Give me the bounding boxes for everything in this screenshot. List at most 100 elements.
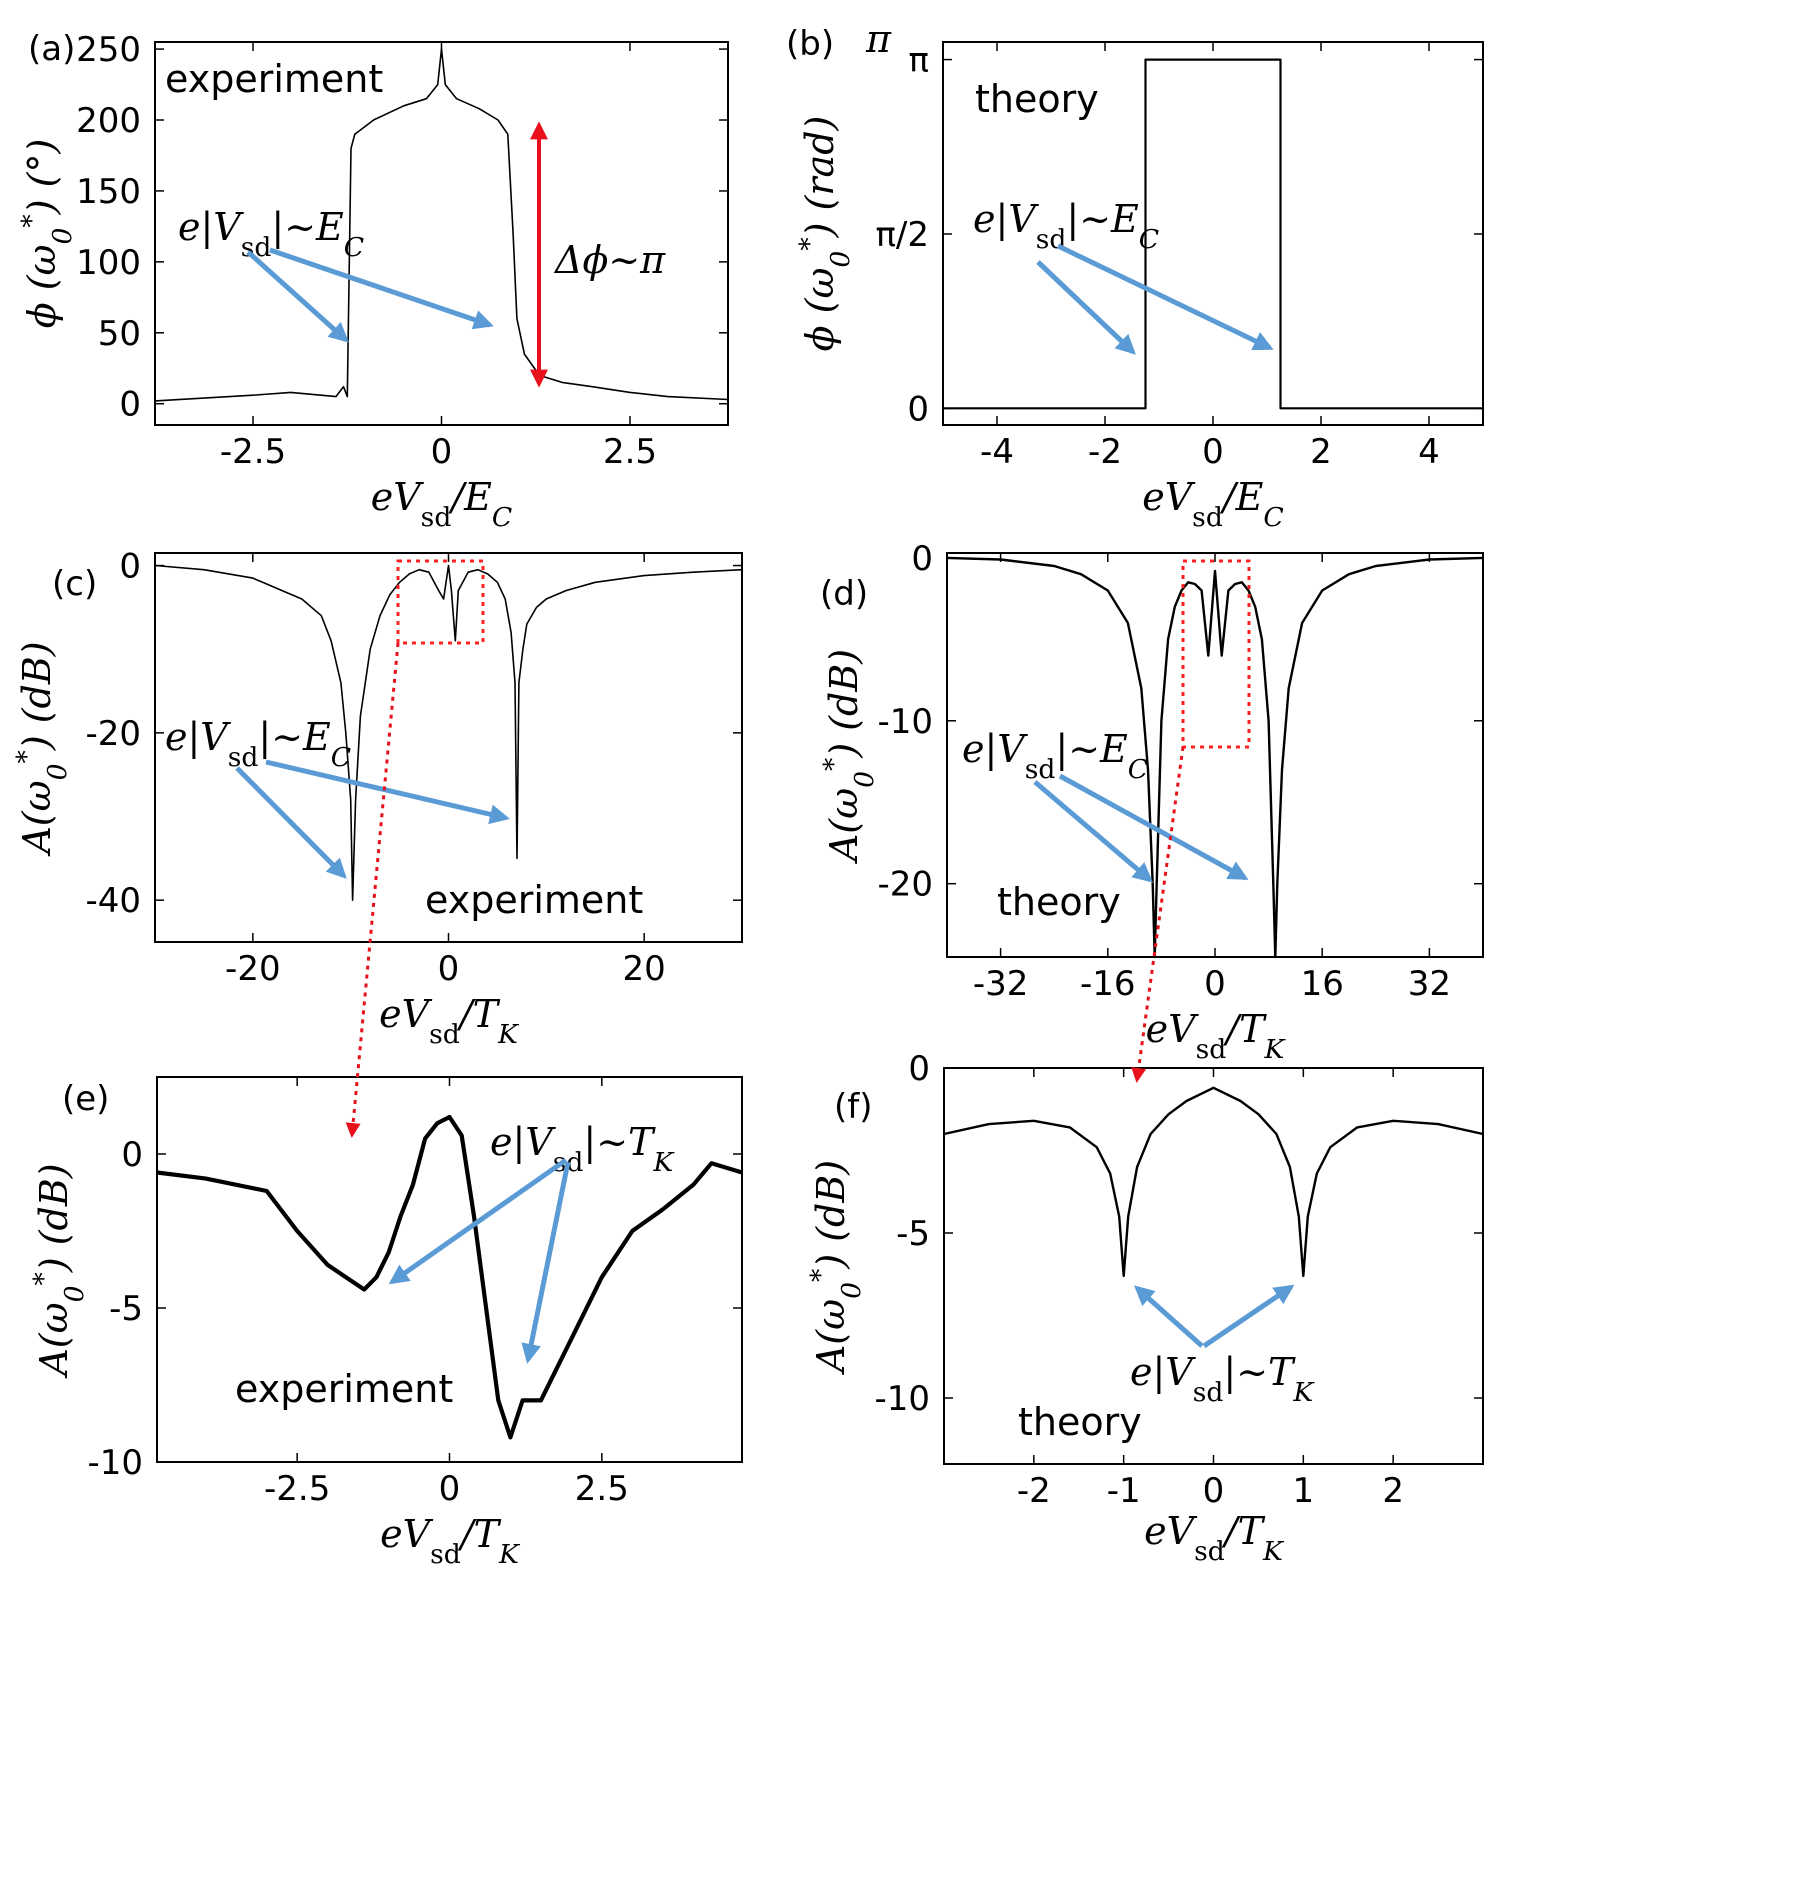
- y-axis-label: A(ω0*) (dB): [805, 1160, 867, 1375]
- series-line: [943, 58, 1483, 410]
- x-tick-label: 0: [439, 1469, 461, 1509]
- callout-label-d: e|Vsd|~EC: [962, 727, 1148, 785]
- y-tick-label: -40: [85, 881, 141, 921]
- x-axis-label: eVsd/TK: [379, 992, 520, 1050]
- x-tick-label: 1: [1293, 1471, 1315, 1511]
- panel-label: (e): [62, 1079, 109, 1119]
- x-tick-label: -2: [1017, 1471, 1051, 1511]
- x-axis-label: eVsd/EC: [371, 475, 513, 533]
- y-tick-label: 50: [98, 314, 141, 354]
- y-tick-label: 200: [76, 101, 141, 141]
- y-tick-label: 0: [908, 1049, 930, 1089]
- panel-e: -2.5 0 2.5 0 -5 -10 (e) experiment eVsd/TK A(ω0*)…: [28, 1076, 743, 1570]
- x-tick-label: -2: [1088, 432, 1122, 472]
- x-tick-label: 2: [1382, 1471, 1404, 1511]
- y-tick-label: 250: [76, 30, 141, 70]
- callout-label-f: e|Vsd|~TK: [1130, 1350, 1315, 1408]
- y-tick-label: 100: [76, 243, 141, 283]
- panel-d: -32 -16 0 16 32 0 -10 -20 (d) theory eVsd/TK A(ω0*)…: [818, 539, 1484, 1065]
- x-tick-label: 0: [438, 949, 460, 989]
- x-tick-label: 4: [1418, 432, 1440, 472]
- x-tick-label: -2.5: [264, 1469, 330, 1509]
- callout-arrow: [1036, 260, 1136, 355]
- x-axis-label: eVsd/TK: [1146, 1007, 1287, 1065]
- panel-label: (a): [28, 29, 75, 69]
- callout-label-e: e|Vsd|~TK: [490, 1120, 675, 1178]
- panel-label: (d): [820, 574, 868, 614]
- x-tick-label: 20: [623, 949, 666, 989]
- x-tick-label: -32: [973, 964, 1029, 1004]
- x-tick-label: 2.5: [575, 1469, 629, 1509]
- series-line: [946, 556, 1484, 959]
- annotation-label: experiment: [165, 57, 383, 101]
- x-tick-label: -2.5: [220, 432, 286, 472]
- y-tick-label: -20: [85, 714, 141, 754]
- callout-arrow: [1058, 773, 1249, 881]
- callout-label-c: e|Vsd|~EC: [165, 715, 351, 773]
- callout-arrow: [1202, 1284, 1295, 1349]
- annotation-label: experiment: [235, 1367, 453, 1411]
- panel-a: -2.5 0 2.5 0 50 100 150 200 250(a) experiment eVsd…: [16, 29, 729, 533]
- panel-label: (c): [52, 564, 97, 604]
- callout-arrow: [1134, 1285, 1204, 1348]
- y-tick-label: 0: [911, 539, 933, 579]
- delta-phi-label: Δϕ~π: [553, 238, 666, 282]
- zoom-box-c: [396, 559, 485, 645]
- y-tick-label: -10: [877, 702, 933, 742]
- panel-label: (f): [834, 1087, 873, 1127]
- callout-arrow: [521, 1161, 571, 1364]
- series-line: [943, 1086, 1484, 1278]
- y-tick-label: -10: [874, 1379, 930, 1419]
- annotation-label: theory: [975, 77, 1099, 121]
- callout-arrow: [265, 759, 510, 825]
- y-axis-label: A(ω0*) (dB): [11, 641, 73, 856]
- x-tick-label: -1: [1107, 1471, 1141, 1511]
- panel-c: -20 0 20 0 -20 -40 (c) experiment eVsd/TK A(ω0*) …: [11, 547, 743, 1050]
- y-axis-label: A(ω0*) (dB): [28, 1163, 90, 1378]
- callout-arrow: [1056, 243, 1274, 351]
- y-tick-label: π: [909, 41, 929, 81]
- y-tick-label: -10: [87, 1443, 143, 1483]
- series-line: [156, 1114, 743, 1440]
- callout-label-b: e|Vsd|~EC: [973, 197, 1159, 255]
- y-tick-label: 150: [76, 172, 141, 212]
- panel-b: -4 -2 0 2 4 0 π/2 π (b) theory eVsd/EC ϕ (ω0*) (rad…: [786, 24, 1484, 533]
- y-tick-label: 0: [907, 389, 929, 429]
- pi-top-label: π: [865, 17, 892, 61]
- x-axis-label: eVsd/TK: [1144, 1509, 1285, 1567]
- annotation-label: theory: [1018, 1400, 1142, 1444]
- annotation-label: experiment: [425, 878, 643, 922]
- callout-label-a: e|Vsd|~EC: [178, 205, 364, 263]
- x-tick-label: 16: [1301, 964, 1344, 1004]
- zoom-connector-d: [1131, 746, 1185, 1083]
- x-tick-label: 0: [1202, 432, 1224, 472]
- y-axis-label: A(ω0*) (dB): [818, 649, 880, 864]
- x-tick-label: 0: [1204, 964, 1226, 1004]
- callout-arrow: [235, 766, 347, 879]
- x-tick-label: -16: [1080, 964, 1136, 1004]
- callout-arrow: [246, 250, 349, 343]
- zoom-connector-c: [345, 642, 400, 1138]
- x-tick-label: 0: [1203, 1471, 1225, 1511]
- callout-arrow: [388, 1157, 568, 1285]
- x-tick-label: 2.5: [603, 432, 657, 472]
- x-tick-label: -20: [225, 949, 281, 989]
- x-tick-label: 32: [1408, 964, 1451, 1004]
- x-axis-label: eVsd/TK: [380, 1512, 521, 1570]
- y-tick-label: 0: [119, 385, 141, 425]
- y-axis-label: ϕ (ω0*) (°): [16, 139, 78, 329]
- annotation-label: theory: [997, 880, 1121, 924]
- y-tick-label: -5: [109, 1289, 143, 1329]
- panel-label: (b): [786, 24, 834, 64]
- callout-arrow: [1033, 780, 1154, 883]
- series-line: [154, 564, 743, 901]
- y-tick-label: 0: [119, 547, 141, 587]
- x-tick-label: 2: [1310, 432, 1332, 472]
- y-axis-label: ϕ (ω0*) (rad): [794, 116, 856, 352]
- x-tick-label: 0: [431, 432, 453, 472]
- callout-arrow: [269, 247, 494, 330]
- y-tick-label: π/2: [875, 215, 929, 255]
- x-tick-label: -4: [980, 432, 1014, 472]
